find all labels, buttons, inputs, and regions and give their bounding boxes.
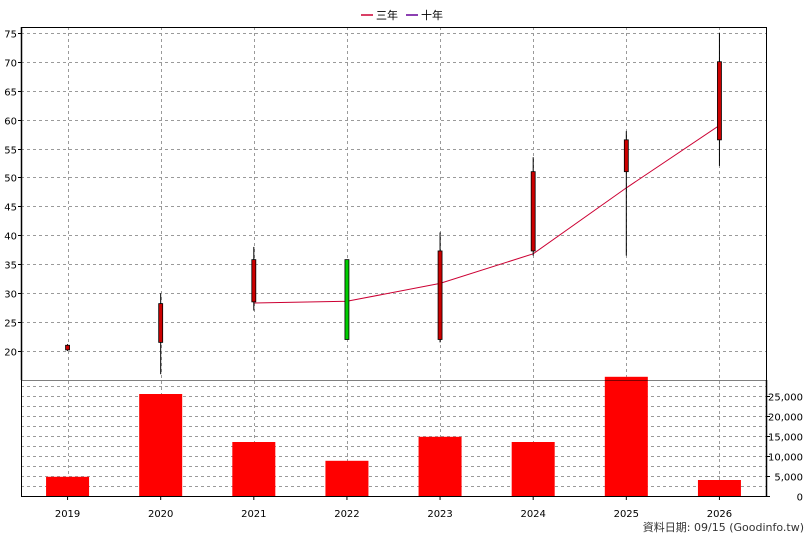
price-tick-label-20: 20 bbox=[4, 348, 17, 359]
price-tick-label-50: 50 bbox=[4, 174, 17, 185]
candles bbox=[65, 32, 722, 375]
price-tick-label-45: 45 bbox=[4, 203, 17, 214]
price-axis-ticks: 20 25 30 35 40 45 50 55 60 65 70 75 bbox=[4, 30, 21, 359]
x-tick-label-2021: 2021 bbox=[241, 509, 266, 520]
series-lines bbox=[253, 124, 720, 304]
volume-bar-2023 bbox=[418, 436, 462, 496]
x-tick-label-2023: 2023 bbox=[427, 509, 452, 520]
legend: 三年 十年 bbox=[361, 8, 443, 22]
legend-label-3y: 三年 bbox=[376, 8, 398, 22]
volume-bar-2020 bbox=[139, 394, 183, 496]
x-tick-label-2025: 2025 bbox=[614, 509, 639, 520]
candle-body-2020 bbox=[158, 303, 164, 343]
price-tick-label-30: 30 bbox=[4, 290, 17, 301]
price-tick-label-70: 70 bbox=[4, 59, 17, 70]
volume-tick-label-10000: 10,000 bbox=[768, 453, 803, 464]
candle-body-2024 bbox=[530, 171, 536, 252]
price-grid bbox=[21, 27, 766, 496]
series-line-0 bbox=[253, 124, 720, 304]
volume-bar-2024 bbox=[511, 442, 555, 496]
price-tick-label-65: 65 bbox=[4, 88, 17, 99]
price-tick-label-60: 60 bbox=[4, 117, 17, 128]
data-date-footer: 資料日期: 09/15 (Goodinfo.tw) bbox=[643, 520, 804, 534]
legend-label-10y: 十年 bbox=[421, 8, 443, 22]
volume-bar-2026 bbox=[697, 480, 741, 496]
volume-bars bbox=[46, 376, 741, 496]
price-tick-label-35: 35 bbox=[4, 261, 17, 272]
volume-tick-label-15000: 15,000 bbox=[768, 433, 803, 444]
volume-axis-ticks: 0 5,000 10,000 15,000 20,000 25,000 bbox=[766, 393, 803, 504]
volume-bar-2019 bbox=[46, 476, 90, 496]
price-tick-label-40: 40 bbox=[4, 232, 17, 243]
candle-body-2025 bbox=[623, 139, 629, 173]
volume-tick-label-5000: 5,000 bbox=[774, 473, 803, 484]
x-tick-label-2020: 2020 bbox=[148, 509, 173, 520]
volume-bar-2022 bbox=[325, 460, 369, 496]
volume-bar-2021 bbox=[232, 442, 276, 496]
x-tick-label-2026: 2026 bbox=[707, 509, 732, 520]
candle-body-2026 bbox=[717, 61, 722, 141]
volume-bar-2025 bbox=[604, 376, 648, 496]
chart-frame bbox=[20, 27, 768, 497]
x-tick-label-2019: 2019 bbox=[55, 509, 80, 520]
candle-body-2022 bbox=[344, 259, 350, 340]
volume-tick-label-25000: 25,000 bbox=[768, 393, 803, 404]
x-tick-label-2022: 2022 bbox=[334, 509, 359, 520]
candle-body-2021 bbox=[251, 259, 257, 303]
volume-tick-label-0: 0 bbox=[797, 493, 803, 504]
x-tick-label-2024: 2024 bbox=[520, 509, 545, 520]
volume-tick-label-20000: 20,000 bbox=[768, 413, 803, 424]
price-tick-label-25: 25 bbox=[4, 319, 17, 330]
price-tick-label-55: 55 bbox=[4, 146, 17, 157]
candle-body-2023 bbox=[437, 250, 443, 340]
candle-body-2019 bbox=[65, 344, 70, 351]
volume-grid bbox=[21, 386, 766, 487]
price-tick-label-75: 75 bbox=[4, 30, 17, 41]
x-axis-ticks: 2019 2020 2021 2022 2023 2024 2025 2026 bbox=[55, 496, 732, 520]
